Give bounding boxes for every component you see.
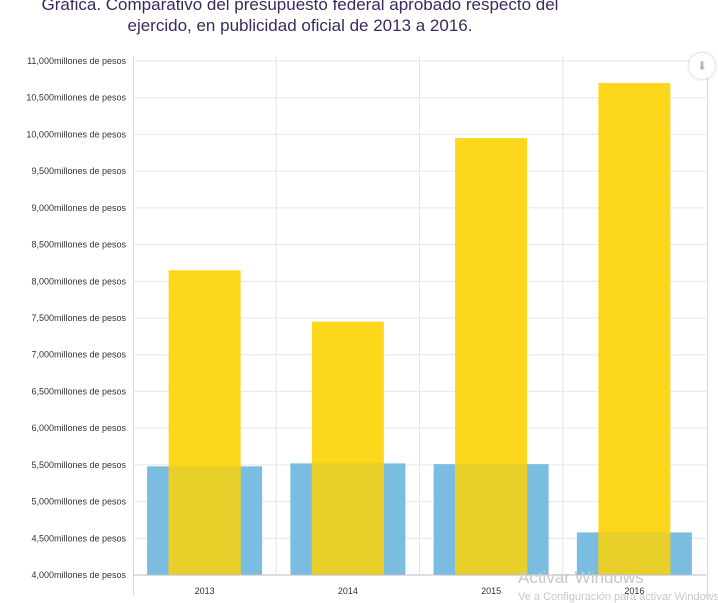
bar-overlap — [455, 464, 528, 575]
bar-overlap — [168, 466, 241, 575]
bar-overlap — [311, 463, 384, 575]
y-tick-label: 10,000millones de pesos — [26, 129, 126, 139]
x-tick-label: 2016 — [624, 586, 644, 596]
y-tick-label: 5,000millones de pesos — [31, 497, 126, 507]
x-tick-label: 2015 — [481, 586, 501, 596]
y-tick-label: 4,000millones de pesos — [31, 570, 126, 580]
y-tick-label: 7,000millones de pesos — [31, 350, 126, 360]
y-tick-label: 5,500millones de pesos — [31, 460, 126, 470]
x-tick-label: 2013 — [195, 586, 215, 596]
activation-watermark: Activar Windows — [518, 568, 644, 587]
y-tick-label: 8,500millones de pesos — [31, 240, 126, 250]
y-tick-label: 10,500millones de pesos — [26, 93, 126, 103]
chart-title-line-2: ejercido, en publicidad oficial de 2013 … — [127, 16, 473, 35]
y-tick-label: 7,500millones de pesos — [31, 313, 126, 323]
y-tick-label: 9,500millones de pesos — [31, 166, 126, 176]
download-button[interactable]: ⬇ — [689, 53, 715, 79]
activation-watermark-subtext: Ve a Configuración para activar Windows. — [518, 591, 718, 603]
chart-title-line-1: Gráfica. Comparativo del presupuesto fed… — [41, 0, 559, 14]
y-tick-label: 4,500millones de pesos — [31, 533, 126, 543]
plot-area-frame — [133, 56, 708, 596]
x-tick-label: 2014 — [338, 586, 358, 596]
y-tick-label: 8,000millones de pesos — [31, 276, 126, 286]
y-tick-label: 6,000millones de pesos — [31, 423, 126, 433]
y-tick-label: 6,500millones de pesos — [31, 386, 126, 396]
chart-title: Gráfica. Comparativo del presupuesto fed… — [0, 0, 600, 36]
bar-series-2 — [598, 83, 671, 576]
y-tick-label: 11,000millones de pesos — [27, 56, 126, 66]
bar-overlap — [598, 532, 671, 575]
y-tick-label: 9,000millones de pesos — [31, 203, 126, 213]
download-icon: ⬇ — [696, 59, 708, 73]
